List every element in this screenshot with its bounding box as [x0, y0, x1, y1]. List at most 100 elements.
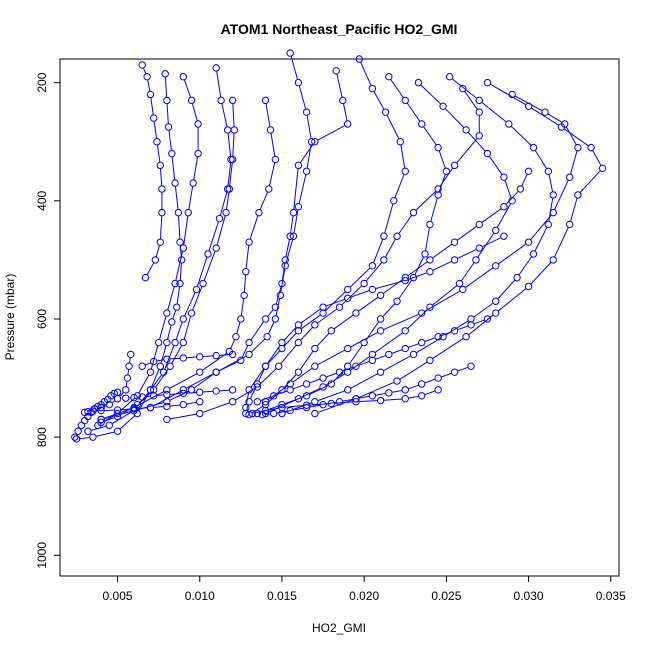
data-point: [302, 108, 311, 116]
data-point: [294, 368, 303, 376]
data-point: [475, 220, 483, 229]
data-point: [401, 327, 409, 335]
data-point: [549, 191, 557, 199]
data-point: [450, 368, 459, 376]
series-segment: [268, 407, 279, 411]
data-point: [401, 276, 409, 285]
data-point: [450, 161, 459, 170]
y-tick-label: 600: [35, 309, 49, 329]
series-segment: [90, 425, 107, 431]
series-segment: [407, 309, 428, 329]
data-point: [245, 397, 253, 406]
data-point: [311, 138, 319, 146]
data-point: [307, 138, 316, 146]
series-segment: [275, 298, 281, 316]
data-point: [97, 418, 105, 427]
series-segment: [159, 316, 167, 340]
series-segment: [390, 79, 404, 99]
series-segment: [146, 262, 155, 276]
data-point: [289, 232, 298, 240]
data-point: [368, 392, 377, 400]
series-segment: [394, 174, 405, 199]
series-segment: [518, 256, 533, 276]
data-point: [380, 232, 388, 240]
data-point: [237, 356, 245, 365]
data-point: [168, 149, 176, 158]
data-point: [171, 338, 179, 347]
data-point: [491, 297, 500, 305]
data-point: [368, 262, 377, 270]
data-point: [344, 386, 352, 394]
series-segment: [358, 296, 379, 312]
series-segment: [415, 337, 441, 354]
data-point: [163, 355, 171, 363]
series-segment: [265, 413, 271, 415]
data-point: [212, 351, 220, 360]
series-segment: [240, 298, 245, 316]
data-point: [524, 167, 533, 175]
series-segment: [138, 374, 150, 394]
data-point: [327, 327, 335, 335]
series-segment: [293, 384, 304, 390]
series-segment: [183, 316, 192, 340]
y-axis: 200 400 600 800 1000: [35, 72, 60, 569]
series-segment: [202, 352, 228, 371]
series-segment: [579, 170, 601, 193]
data-point: [189, 179, 197, 187]
data-point: [122, 394, 130, 402]
data-point: [335, 303, 344, 311]
data-point: [228, 386, 237, 394]
series-segment: [534, 227, 548, 252]
data-point: [245, 350, 253, 359]
data-point: [393, 377, 401, 385]
data-point: [467, 321, 475, 329]
series-segment: [293, 209, 299, 234]
series-segment: [235, 388, 255, 401]
series-segment: [457, 249, 477, 259]
series-segment: [169, 413, 197, 420]
series-segment: [317, 308, 338, 324]
series-segment: [119, 415, 136, 430]
data-point: [368, 285, 377, 294]
series-segment: [317, 125, 346, 141]
data-point: [150, 114, 158, 122]
series-segment: [467, 131, 486, 152]
data-point: [171, 279, 179, 288]
data-point: [491, 262, 500, 270]
data-point: [500, 232, 508, 240]
series-segment: [171, 345, 183, 364]
data-point: [529, 143, 538, 152]
data-point: [217, 96, 225, 105]
data-point: [294, 203, 303, 211]
data-point: [89, 433, 97, 441]
series-segment: [275, 286, 282, 305]
data-point: [352, 309, 360, 317]
series-segment: [444, 108, 465, 128]
series-segment: [325, 298, 345, 307]
data-point: [418, 380, 426, 388]
series-segment: [456, 225, 477, 241]
data-point: [138, 61, 146, 69]
data-point: [335, 368, 344, 376]
data-point: [261, 406, 270, 415]
series-segment: [317, 390, 345, 402]
series-segment: [375, 392, 386, 396]
data-point: [286, 232, 294, 240]
data-point: [74, 427, 82, 435]
series-segment: [383, 313, 419, 330]
data-point: [491, 309, 500, 317]
y-tick-label: 400: [35, 190, 49, 210]
data-point: [261, 409, 270, 418]
series-segment: [196, 256, 208, 287]
series-segment: [145, 395, 151, 398]
series-segment: [384, 203, 394, 234]
series-segment: [183, 79, 191, 98]
series-25: [71, 388, 122, 441]
data-point: [294, 78, 303, 87]
data-point: [141, 273, 150, 282]
data-point: [84, 427, 92, 435]
data-point: [286, 386, 294, 394]
series-segment: [184, 292, 196, 317]
series-segment: [468, 314, 494, 336]
series-segment: [167, 286, 175, 311]
